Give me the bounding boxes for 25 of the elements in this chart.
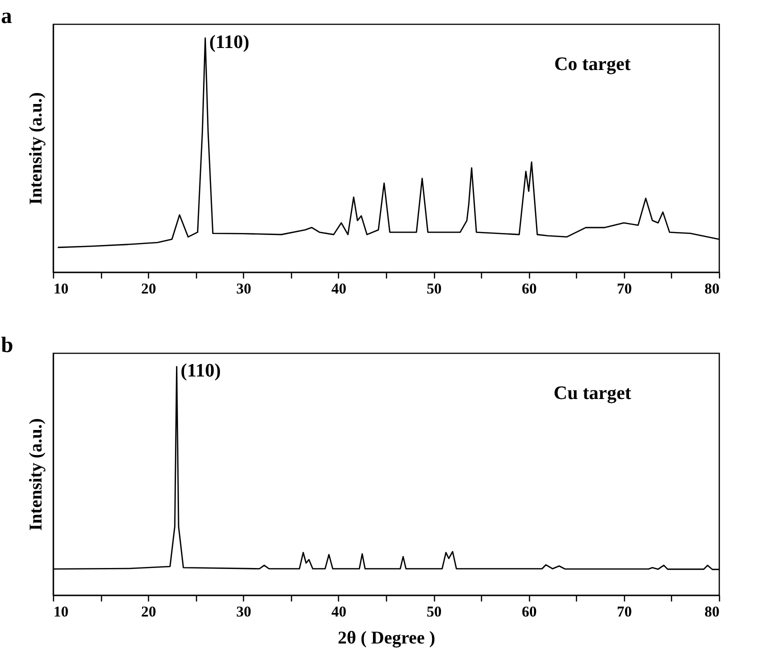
annotation: Co target <box>554 54 632 75</box>
y-axis-title: Intensity (a.u.) <box>26 418 46 531</box>
x-tick-label: 60 <box>522 282 537 298</box>
chart-title: b <box>1 332 14 357</box>
x-tick-label: 20 <box>141 604 156 620</box>
x-tick-label: 50 <box>426 282 442 298</box>
x-tick-label: 10 <box>54 604 68 620</box>
x-tick-label: 60 <box>522 604 537 620</box>
x-tick-label: 40 <box>331 604 346 620</box>
annotation: (110) <box>209 32 250 54</box>
x-tick-label: 30 <box>236 604 252 620</box>
y-axis-title: Intensity (a.u.) <box>26 92 46 205</box>
x-axis-title: 2θ ( Degree ) <box>338 628 436 648</box>
x-tick-label: 30 <box>236 282 252 298</box>
x-tick-label: 10 <box>54 282 68 298</box>
annotation: Cu target <box>554 383 632 404</box>
x-tick-label: 80 <box>704 282 720 298</box>
x-tick-label: 50 <box>426 604 442 620</box>
x-tick-label: 70 <box>616 282 632 298</box>
annotation: (110) <box>180 360 221 382</box>
x-tick-label: 70 <box>616 604 632 620</box>
x-tick-label: 80 <box>704 604 720 620</box>
x-tick-label: 20 <box>141 282 156 298</box>
chart-title: a <box>1 3 12 28</box>
x-tick-label: 40 <box>331 282 346 298</box>
